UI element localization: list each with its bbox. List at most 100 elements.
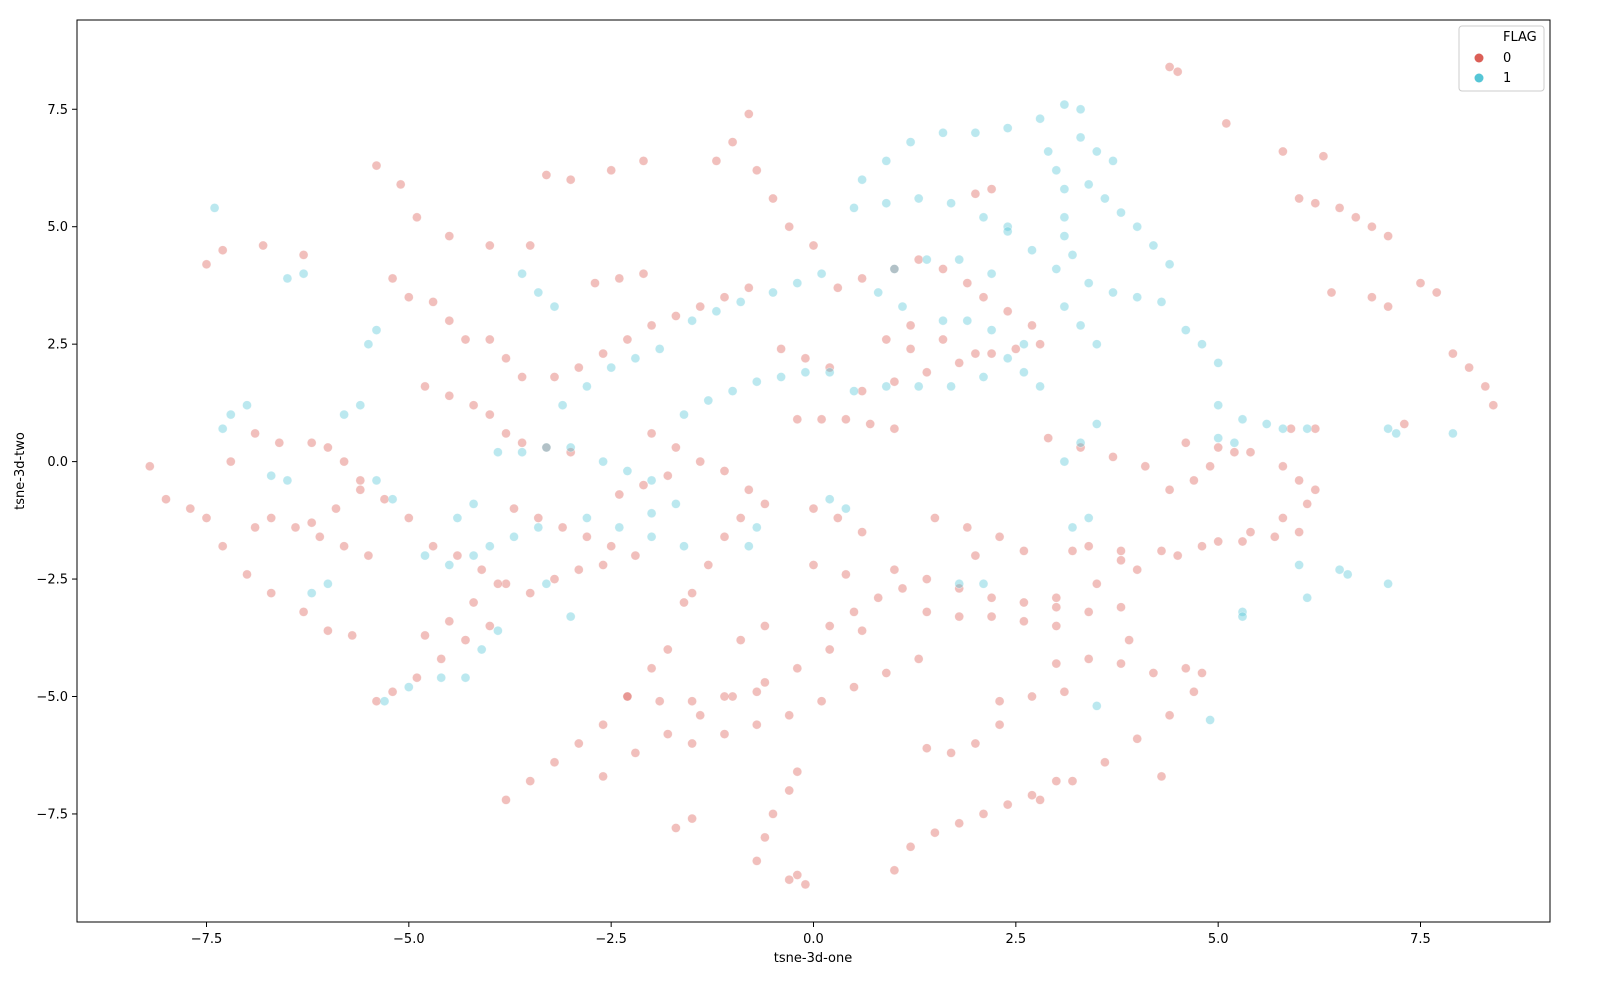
scatter-point (1213, 400, 1223, 411)
scatter-point (1399, 419, 1410, 429)
y-tick-label: 0.0 (47, 455, 68, 470)
scatter-point (1164, 484, 1175, 495)
scatter-point (387, 686, 398, 697)
scatter-point (371, 160, 382, 171)
scatter-point (1261, 419, 1272, 429)
scatter-point (695, 456, 706, 467)
scatter-point (679, 541, 689, 552)
scatter-point (1092, 701, 1102, 711)
scatter-point (1019, 546, 1029, 556)
scatter-point (751, 522, 762, 533)
scatter-point (719, 531, 730, 542)
scatter-point (671, 499, 681, 509)
scatter-point (1156, 546, 1167, 556)
scatter-point (161, 494, 171, 505)
scatter-point (946, 381, 956, 392)
scatter-point (962, 522, 973, 533)
scatter-point (1083, 541, 1094, 552)
scatter-point (1051, 165, 1062, 176)
scatter-point (751, 856, 762, 866)
scatter-point (1108, 287, 1118, 298)
scatter-point (671, 823, 681, 833)
scatter-point (1294, 193, 1304, 204)
scatter-point (598, 456, 608, 467)
scatter-point (387, 494, 398, 505)
scatter-point (687, 813, 697, 824)
scatter-point (1156, 297, 1167, 307)
scatter-point (1051, 621, 1062, 631)
x-tick-label: 5.0 (1208, 932, 1229, 947)
scatter-point (1132, 292, 1142, 303)
scatter-point (1027, 320, 1037, 331)
x-tick-label: −2.5 (595, 932, 627, 947)
scatter-point (1083, 513, 1094, 523)
scatter-point (573, 564, 584, 575)
scatter-point (986, 348, 997, 359)
scatter-point (355, 484, 366, 495)
scatter-point (824, 367, 835, 378)
scatter-point (371, 325, 382, 335)
scatter-point (954, 358, 965, 368)
scatter-point (614, 489, 625, 500)
scatter-point (1391, 428, 1401, 439)
scatter-point (573, 738, 584, 749)
scatter-point (1027, 245, 1037, 255)
scatter-point (363, 550, 374, 561)
scatter-point (913, 193, 924, 204)
scatter-point (484, 240, 495, 251)
scatter-point (1294, 560, 1304, 570)
scatter-point (662, 644, 673, 655)
scatter-point (1448, 428, 1458, 439)
scatter-point (1197, 541, 1207, 552)
scatter-point (565, 611, 576, 622)
scatter-point (743, 282, 754, 293)
scatter-point (921, 743, 932, 754)
scatter-point (889, 423, 900, 434)
scatter-point (606, 541, 617, 552)
scatter-point (1205, 715, 1215, 725)
scatter-point (412, 672, 422, 683)
scatter-point (217, 423, 228, 434)
scatter-point (849, 203, 859, 213)
scatter-point (938, 334, 948, 345)
scatter-point (1059, 212, 1070, 223)
scatter-point (687, 315, 697, 326)
scatter-point (533, 513, 544, 523)
scatter-point (1067, 522, 1078, 533)
scatter-point (1002, 226, 1013, 237)
scatter-point (873, 592, 884, 603)
scatter-point (719, 292, 730, 303)
scatter-point (1002, 306, 1013, 317)
scatter-point (541, 442, 552, 453)
scatter-point (1059, 184, 1070, 194)
scatter-point (695, 301, 706, 312)
scatter-point (306, 437, 317, 448)
scatter-point (1027, 691, 1037, 702)
legend-label-0: 0 (1503, 51, 1511, 66)
scatter-point (1051, 264, 1062, 274)
scatter-point (986, 611, 997, 622)
scatter-point (1043, 433, 1053, 443)
scatter-point (1132, 733, 1142, 744)
scatter-point (978, 372, 989, 382)
scatter-point (266, 513, 277, 523)
scatter-point (201, 259, 212, 270)
y-tick-label: −5.0 (36, 690, 68, 705)
scatter-point (1181, 325, 1191, 335)
scatter-point (1051, 658, 1062, 669)
scatter-point (501, 578, 511, 589)
scatter-point (768, 287, 778, 298)
scatter-point (250, 428, 260, 439)
scatter-point (792, 414, 803, 425)
scatter-point (824, 621, 835, 631)
scatter-point (468, 597, 479, 608)
scatter-point (897, 583, 908, 594)
scatter-point (938, 315, 948, 326)
scatter-point (889, 376, 900, 387)
scatter-point (1075, 320, 1086, 331)
scatter-point (347, 630, 358, 641)
scatter-point (1286, 423, 1296, 434)
scatter-point (784, 874, 795, 885)
scatter-point (1172, 66, 1183, 77)
scatter-point (1245, 527, 1256, 537)
